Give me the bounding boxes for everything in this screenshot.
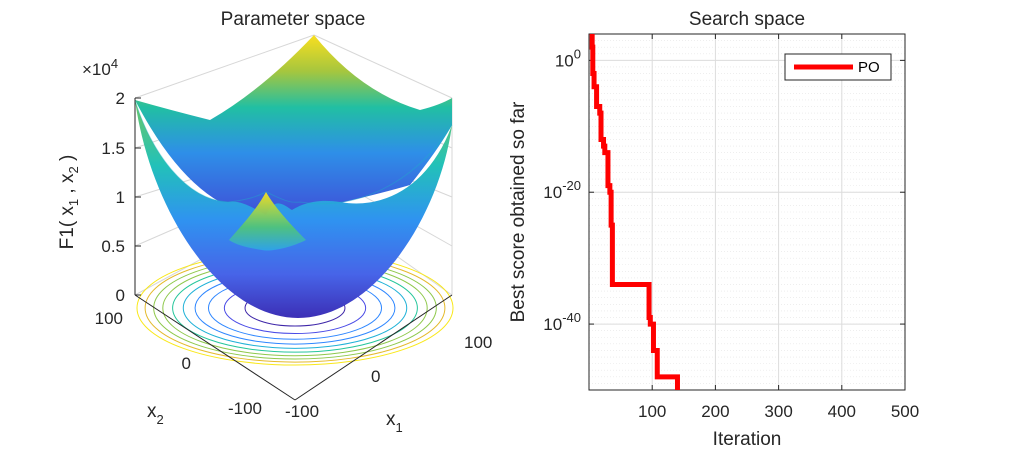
z-tick-label: 0.5 (101, 237, 125, 256)
legend: PO (784, 53, 892, 81)
series-line-po (589, 34, 680, 390)
x2-tick-label: 0 (182, 354, 191, 373)
z-axis-label: F1( x1 , x2 ) (57, 155, 81, 250)
convergence-tick-marks (589, 34, 906, 390)
z-exponent-label: ×104 (82, 56, 118, 79)
z-tick-label: 1 (116, 188, 125, 207)
x-tick-label: 400 (828, 402, 856, 421)
x2-axis-label: x2 (147, 401, 164, 427)
z-tick-label: 0 (116, 286, 125, 305)
x1-tick-label: -100 (285, 402, 319, 421)
y-tick-label: 10-20 (543, 178, 581, 202)
x2-tick-labels: 100 0 -100 (95, 309, 262, 418)
surface-box-axes (134, 97, 453, 401)
x-tick-label: 100 (638, 402, 666, 421)
y-axis-label: Best score obtained so far (508, 101, 529, 322)
x-tick-label: 200 (701, 402, 729, 421)
y-tick-label: 10-40 (543, 310, 581, 334)
legend-label-po: PO (858, 59, 880, 76)
convergence-plot-title: Search space (689, 9, 805, 30)
z-tick-label: 2 (116, 89, 125, 108)
convergence-plot-panel: Search space 100 10-20 10-40 100 200 300… (508, 9, 919, 450)
x-tick-label: 300 (764, 402, 792, 421)
convergence-grid (589, 33, 905, 391)
paraboloid-surface (134, 35, 453, 318)
x-tick-label: 500 (891, 402, 919, 421)
x2-tick-label: 100 (95, 309, 123, 328)
surface-plot-title: Parameter space (221, 9, 366, 30)
convergence-plot-frame (588, 33, 906, 391)
x1-tick-label: 100 (464, 333, 492, 352)
x-tick-labels: 100 200 300 400 500 (638, 402, 919, 421)
x2-tick-label: -100 (228, 399, 262, 418)
z-tick-labels: 2 1.5 1 0.5 0 (101, 89, 125, 305)
surface-plot-panel: Parameter space (57, 9, 492, 435)
y-tick-label: 100 (555, 46, 581, 70)
x1-tick-labels: -100 0 100 (285, 333, 492, 421)
z-tick-label: 1.5 (101, 139, 125, 158)
x1-axis-label: x1 (386, 409, 403, 435)
y-tick-labels: 100 10-20 10-40 (543, 46, 581, 334)
x1-tick-label: 0 (371, 367, 380, 386)
x-axis-label: Iteration (713, 429, 782, 450)
